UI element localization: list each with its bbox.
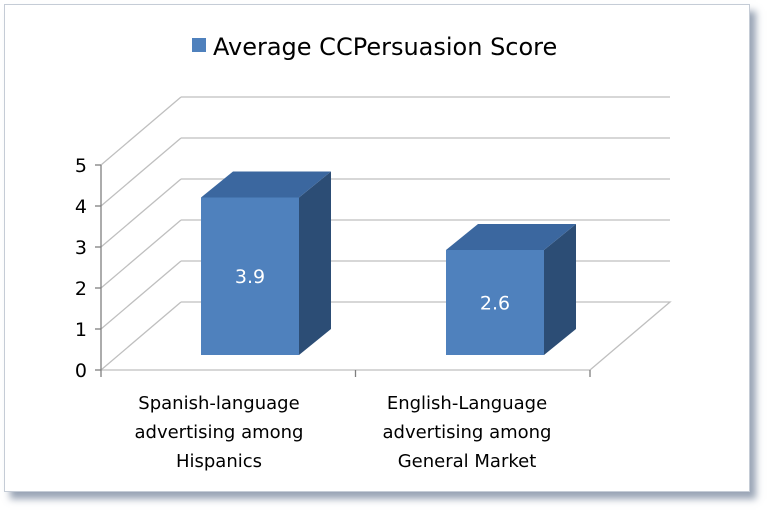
chart-frame: 0 1 2 3 4 5 3.9 2.6 Spanish-language advertisin…: [4, 4, 750, 492]
bar-front: [446, 249, 544, 355]
data-label: 2.6: [480, 292, 510, 314]
chart-svg: 0 1 2 3 4 5 3.9 2.6 Spanish-language advertisin…: [75, 33, 672, 472]
y-tick-label: 1: [75, 319, 87, 341]
y-tick-label: 5: [75, 155, 87, 177]
bar-front: [201, 197, 299, 355]
bar: 3.9: [201, 171, 331, 355]
category-label: English-Language advertising among General…: [383, 393, 552, 472]
legend-swatch: [192, 38, 206, 52]
data-label: 3.9: [235, 266, 265, 288]
floor-outline: [101, 301, 672, 371]
gridline: [100, 178, 670, 248]
bar-side: [544, 223, 576, 355]
category-label: Spanish-language advertising among Hispani…: [135, 393, 304, 472]
legend: Average CCPersuasion Score: [192, 33, 557, 61]
bars: 3.9 2.6: [201, 171, 576, 355]
bar-top: [201, 171, 331, 198]
y-tick-label: 3: [75, 237, 87, 259]
gridline: [100, 96, 670, 166]
bar-top: [446, 223, 576, 250]
legend-label: Average CCPersuasion Score: [213, 33, 557, 61]
bar-side: [299, 171, 331, 355]
gridline: [100, 219, 670, 289]
y-tick-label: 2: [75, 278, 87, 300]
gridline: [100, 301, 182, 371]
gridlines: [100, 96, 672, 371]
gridline: [100, 260, 670, 330]
category-labels: Spanish-language advertising among Hispani…: [135, 393, 552, 472]
y-tick-label: 4: [75, 196, 87, 218]
y-tick-label: 0: [75, 360, 87, 382]
y-axis: 0 1 2 3 4 5: [75, 155, 591, 382]
gridline: [100, 137, 670, 207]
bar: 2.6: [446, 223, 576, 355]
